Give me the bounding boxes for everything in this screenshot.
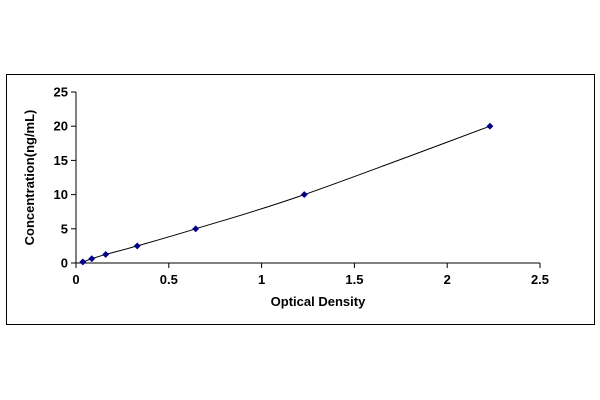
- data-points: [79, 122, 494, 266]
- x-tick-label: 0: [72, 272, 79, 287]
- x-axis-title: Optical Density: [271, 294, 366, 309]
- chart-frame: [6, 74, 595, 325]
- x-tick-label: 1.5: [345, 272, 363, 287]
- x-tick-label: 1: [258, 272, 265, 287]
- data-point: [79, 258, 87, 266]
- x-tick-label: 2: [444, 272, 451, 287]
- data-point: [102, 250, 110, 259]
- y-tick-label: 15: [54, 153, 68, 168]
- y-tick-label: 0: [61, 256, 68, 271]
- data-point: [88, 255, 96, 263]
- x-tick-label: 0.5: [160, 272, 178, 287]
- fit-curve: [82, 125, 491, 263]
- x-tick-label: 2.5: [531, 272, 549, 287]
- y-ticks: 0 5 10 15 20 25: [54, 85, 76, 271]
- y-tick-label: 10: [54, 187, 68, 202]
- y-tick-label: 20: [54, 119, 68, 134]
- axes: [75, 92, 540, 264]
- y-tick-label: 5: [61, 221, 68, 236]
- data-point: [300, 191, 308, 199]
- x-ticks: 0 0.5 1 1.5 2 2.5: [72, 263, 549, 287]
- data-point: [192, 225, 200, 233]
- data-point: [486, 122, 494, 130]
- data-point: [133, 242, 141, 250]
- y-tick-label: 25: [54, 85, 68, 100]
- y-axis-title: Concentration(ng/mL): [22, 110, 37, 246]
